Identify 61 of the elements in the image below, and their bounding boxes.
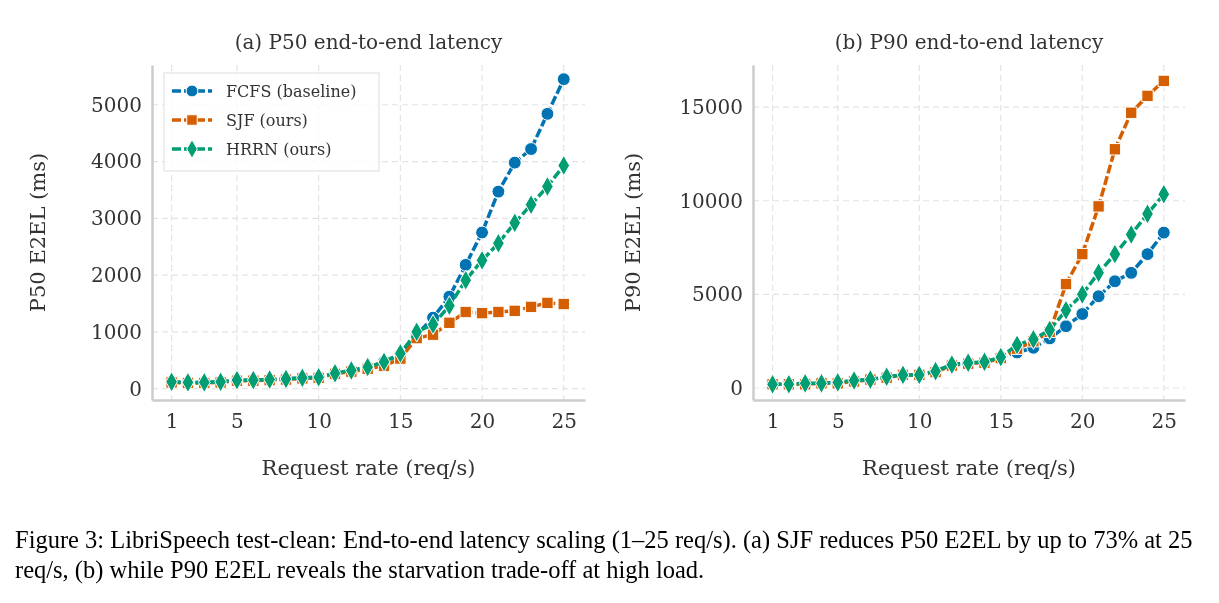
y-axis-title: P90 E2EL (ms) <box>621 152 645 313</box>
y-axis-title: P50 E2EL (ms) <box>26 152 50 313</box>
point <box>443 316 456 329</box>
legend-label: HRRN (ours) <box>226 140 332 159</box>
point <box>1140 247 1155 262</box>
point <box>524 142 539 156</box>
point <box>1059 277 1073 291</box>
x-tick-label: 20 <box>469 409 496 434</box>
chart-title: (b) P90 end-to-end latency <box>834 30 1104 54</box>
x-tick-label: 1 <box>165 409 179 434</box>
point <box>1141 89 1154 103</box>
y-tick-label: 10000 <box>679 188 743 213</box>
chart-title: (a) P50 end-to-end latency <box>234 30 504 54</box>
y-tick-label: 5000 <box>91 92 142 117</box>
point <box>1157 74 1171 88</box>
y-tick-label: 3000 <box>91 206 142 231</box>
point <box>1076 247 1089 261</box>
point <box>1091 289 1106 304</box>
point <box>1124 265 1139 280</box>
point <box>458 257 473 272</box>
y-tick-label: 1000 <box>91 319 142 344</box>
point <box>540 106 555 121</box>
x-axis-title: Request rate (req/s) <box>261 456 476 480</box>
caption: Figure 3: LibriSpeech test-clean: End-to-end latency scaling (1–25 req/s). (a) SJF reduces P50 E2EL by up to 73% at 25 req/s, (b) while P90 E2EL reveals the starvation trade-off at high load. <box>15 525 1194 585</box>
point <box>1092 200 1105 213</box>
x-axis-title: Request rate (req/s) <box>862 456 1076 480</box>
x-tick-label: 10 <box>907 409 933 434</box>
point <box>1107 274 1122 289</box>
point <box>1156 225 1171 240</box>
x-tick-label: 1 <box>766 409 780 434</box>
x-tick-label: 10 <box>306 409 332 434</box>
point <box>1108 143 1122 156</box>
point <box>459 305 472 319</box>
point <box>1059 319 1073 334</box>
y-tick-label: 0 <box>129 376 142 401</box>
point <box>541 296 554 310</box>
point <box>475 225 489 240</box>
point <box>492 305 505 319</box>
y-tick-label: 5000 <box>692 282 743 307</box>
x-tick-label: 15 <box>388 409 414 434</box>
legend-label: SJF (ours) <box>226 111 308 130</box>
point <box>557 297 570 311</box>
x-tick-label: 5 <box>831 409 845 434</box>
x-tick-label: 25 <box>551 409 577 434</box>
x-tick-label: 15 <box>988 409 1015 434</box>
point <box>507 155 522 170</box>
point <box>1075 307 1090 321</box>
legend-label: FCFS (baseline) <box>226 82 357 101</box>
y-tick-label: 2000 <box>91 262 142 287</box>
y-tick-label: 0 <box>730 375 743 400</box>
point <box>1125 106 1138 119</box>
x-tick-label: 25 <box>1151 409 1178 434</box>
point <box>475 306 489 320</box>
point <box>524 300 538 314</box>
y-tick-label: 4000 <box>91 149 142 174</box>
point <box>508 304 521 318</box>
x-tick-label: 20 <box>1070 409 1096 434</box>
y-tick-label: 15000 <box>679 95 743 120</box>
point <box>491 184 506 199</box>
x-tick-label: 5 <box>231 409 244 434</box>
point <box>556 72 571 87</box>
